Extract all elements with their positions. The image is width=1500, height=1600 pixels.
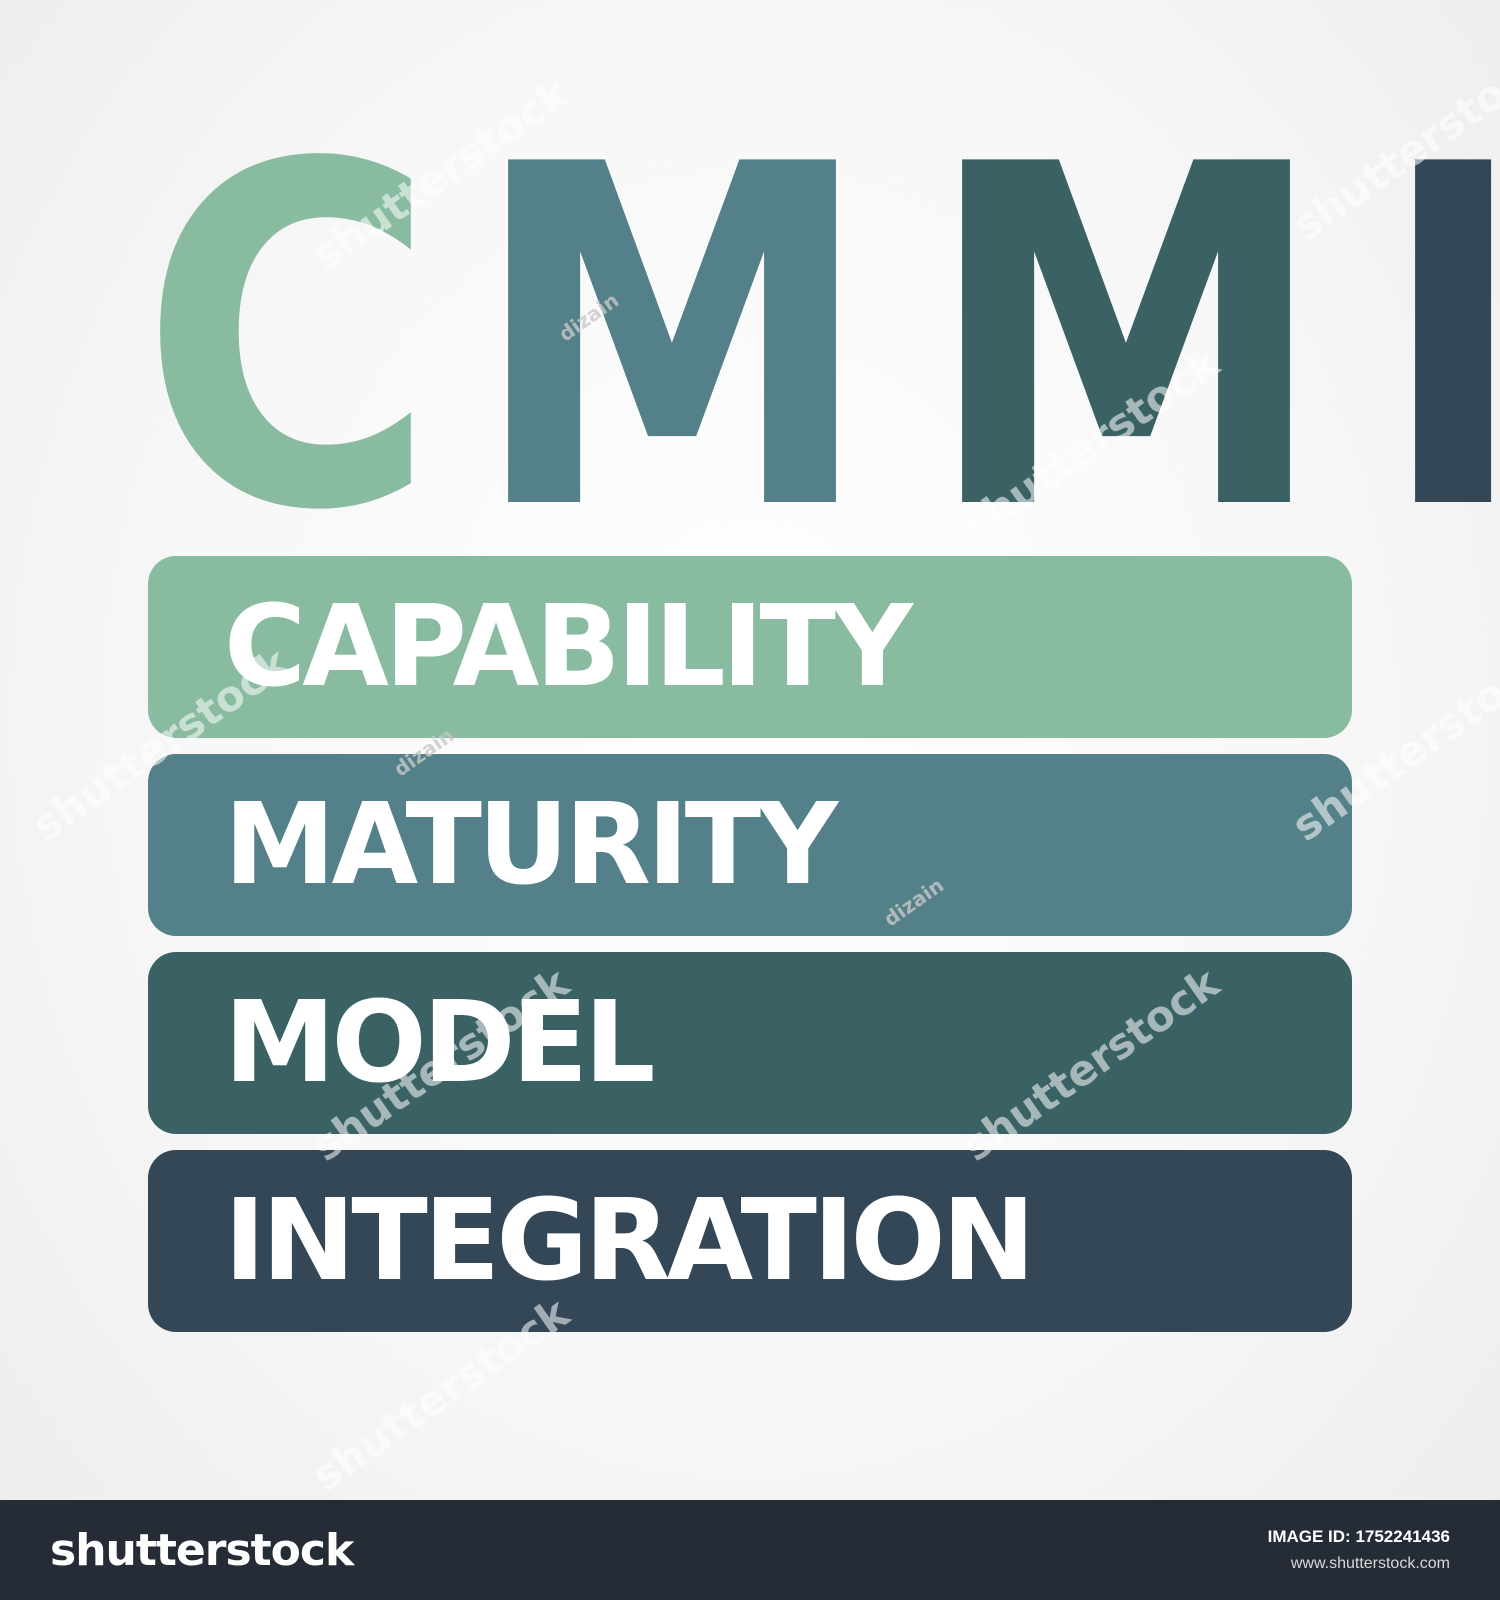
footer-url: www.shutterstock.com	[1290, 1555, 1450, 1572]
acronym-letter-m2: M	[924, 66, 1327, 613]
bar-maturity: MATURITY	[148, 754, 1352, 936]
shutterstock-logo: shutterstock	[50, 1524, 354, 1576]
footer-info: IMAGE ID: 1752241436 www.shutterstock.co…	[1268, 1527, 1450, 1573]
bar-label-integration: INTEGRATION	[224, 1176, 1035, 1306]
bar-label-capability: CAPABILITY	[224, 582, 913, 712]
acronym-heading: C M M I	[140, 66, 1500, 613]
bar-capability: CAPABILITY	[148, 556, 1352, 738]
acronym-letter-i: I	[1378, 105, 1500, 575]
bar-model: MODEL	[148, 952, 1352, 1134]
bar-integration: INTEGRATION	[148, 1150, 1352, 1332]
footer-bar: shutterstock IMAGE ID: 1752241436 www.sh…	[0, 1500, 1500, 1600]
bar-label-maturity: MATURITY	[224, 780, 838, 910]
acronym-letter-m1: M	[470, 66, 873, 613]
bar-label-model: MODEL	[224, 978, 656, 1108]
acronym-letter-c: C	[140, 66, 437, 613]
image-id: IMAGE ID: 1752241436	[1267, 1527, 1450, 1546]
